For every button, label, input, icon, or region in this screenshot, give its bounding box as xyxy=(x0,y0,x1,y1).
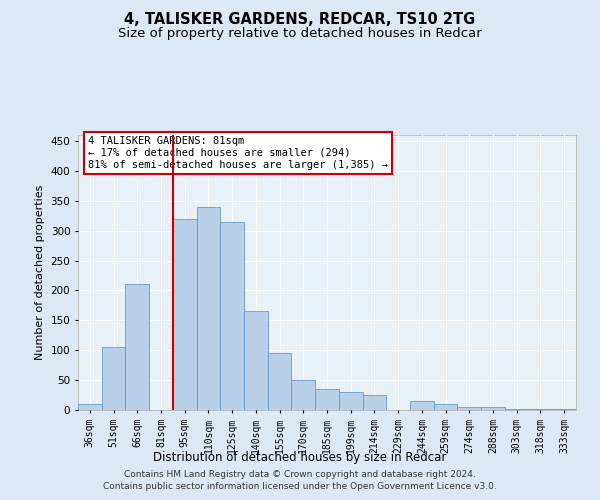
Text: 4, TALISKER GARDENS, REDCAR, TS10 2TG: 4, TALISKER GARDENS, REDCAR, TS10 2TG xyxy=(124,12,476,28)
Bar xyxy=(125,284,149,410)
Bar xyxy=(268,353,292,410)
Bar xyxy=(410,401,434,410)
Bar xyxy=(505,409,529,410)
Text: Contains public sector information licensed under the Open Government Licence v3: Contains public sector information licen… xyxy=(103,482,497,491)
Bar xyxy=(78,404,102,410)
Bar xyxy=(481,407,505,410)
Bar xyxy=(457,407,481,410)
Text: Size of property relative to detached houses in Redcar: Size of property relative to detached ho… xyxy=(118,28,482,40)
Bar xyxy=(173,218,197,410)
Bar xyxy=(339,392,362,410)
Bar xyxy=(529,409,552,410)
Bar xyxy=(434,404,457,410)
Text: Distribution of detached houses by size in Redcar: Distribution of detached houses by size … xyxy=(154,451,446,464)
Y-axis label: Number of detached properties: Number of detached properties xyxy=(35,185,45,360)
Bar xyxy=(102,347,125,410)
Bar xyxy=(292,380,315,410)
Bar xyxy=(315,389,339,410)
Text: 4 TALISKER GARDENS: 81sqm
← 17% of detached houses are smaller (294)
81% of semi: 4 TALISKER GARDENS: 81sqm ← 17% of detac… xyxy=(88,136,388,170)
Text: Contains HM Land Registry data © Crown copyright and database right 2024.: Contains HM Land Registry data © Crown c… xyxy=(124,470,476,479)
Bar xyxy=(362,395,386,410)
Bar xyxy=(197,206,220,410)
Bar xyxy=(244,312,268,410)
Bar xyxy=(220,222,244,410)
